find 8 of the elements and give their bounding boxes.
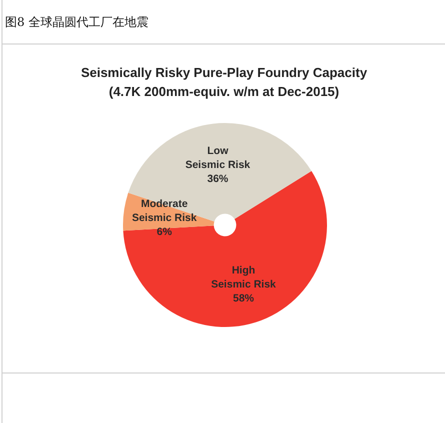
data-label: 6% xyxy=(156,226,173,238)
chart-subtitle: Seismically Risky Pure-Play Foundry Capacity (4.7K 200mm-equiv. w/m at Dec-2015) xyxy=(80,65,368,99)
data-label: 36% xyxy=(207,173,229,186)
slice-label: Moderate Seismic Risk xyxy=(132,198,197,224)
data-label: 58% xyxy=(232,292,255,304)
chart-title: 图8 全球晶圆代工厂在地震 xyxy=(5,15,148,29)
slice-label: Low Seismic Risk xyxy=(185,145,250,172)
slice-label: High Seismic Risk xyxy=(211,264,276,290)
